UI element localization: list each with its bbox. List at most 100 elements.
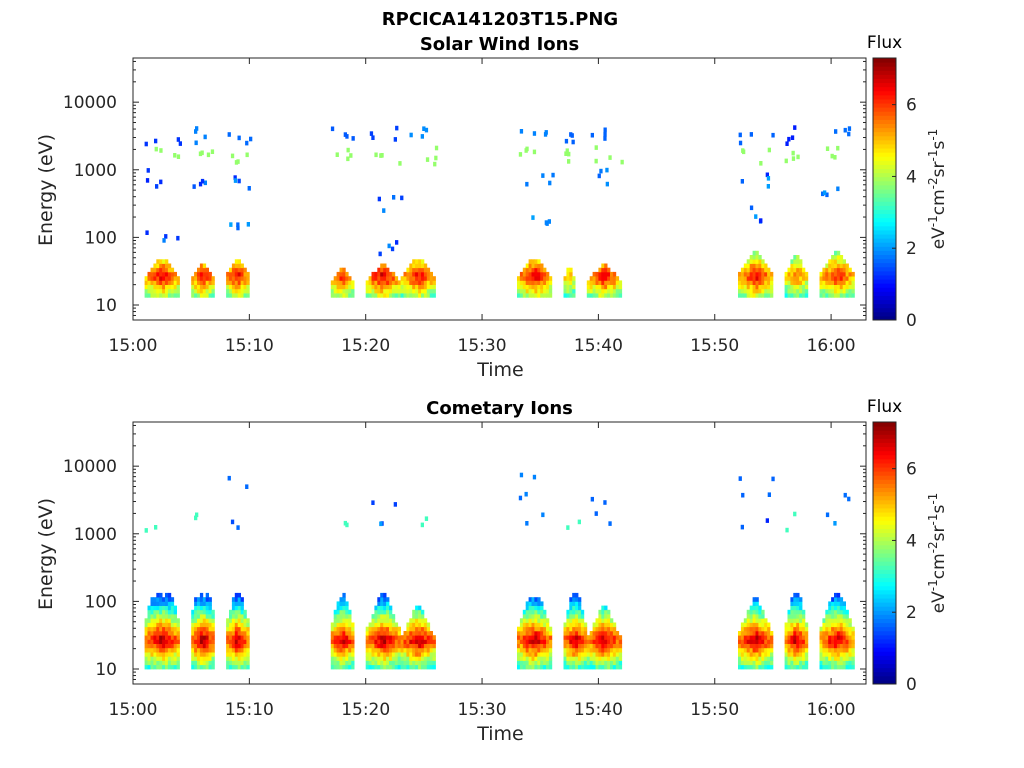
heatmap-cell (226, 271, 230, 277)
colorbar-step (873, 422, 896, 427)
heatmap-cell (575, 609, 579, 615)
colorbar-step (873, 487, 896, 493)
heatmap-cell (194, 293, 198, 298)
colorbar-step (873, 135, 896, 141)
heatmap-cell (412, 618, 416, 623)
heatmap-cell (165, 618, 169, 623)
heatmap-cell (240, 601, 244, 606)
heatmap-cell (796, 664, 800, 670)
heatmap-cell (790, 280, 794, 285)
heatmap-cell (839, 635, 844, 640)
heatmap-cell (348, 288, 352, 294)
heatmap-cell (842, 276, 846, 281)
heatmap-cell (580, 631, 585, 636)
heatmap-cell (784, 660, 788, 666)
heatmap-cell (150, 643, 154, 649)
heatmap-cell (330, 635, 335, 640)
heatmap-cell (534, 267, 538, 273)
colorbar-step (873, 205, 896, 210)
heatmap-cell (147, 284, 151, 290)
heatmap-cell (828, 647, 832, 653)
heatmap-cell (603, 127, 607, 133)
heatmap-cell (752, 664, 756, 670)
heatmap-cell (400, 647, 404, 653)
heatmap-cell (836, 259, 841, 264)
heatmap-cell (421, 635, 425, 640)
heatmap-cell (761, 284, 765, 290)
heatmap-cell (546, 639, 550, 644)
heatmap-cell (380, 664, 384, 670)
heatmap-cell (822, 643, 826, 649)
heatmap-cell (615, 656, 620, 661)
heatmap-cell (237, 280, 241, 285)
heatmap-cell (389, 631, 393, 636)
heatmap-cell (589, 635, 593, 640)
heatmap-cell (429, 664, 433, 670)
heatmap-cell (202, 660, 207, 666)
heatmap-cell (394, 643, 399, 649)
heatmap-cell (612, 271, 617, 277)
heatmap-cell (534, 605, 538, 611)
heatmap-cell (522, 609, 527, 615)
heatmap-cell (740, 288, 745, 294)
heatmap-cell (522, 639, 527, 644)
heatmap-cell (208, 276, 212, 281)
heatmap-cell (339, 276, 343, 281)
heatmap-cell (825, 647, 829, 653)
heatmap-cell (386, 288, 390, 294)
heatmap-cell (380, 605, 384, 611)
colorbar-step (873, 548, 896, 554)
heatmap-cell (234, 626, 239, 632)
heatmap-cell (534, 643, 538, 649)
heatmap-cell (738, 280, 742, 285)
heatmap-cell (429, 656, 433, 661)
heatmap-cell (377, 605, 381, 611)
heatmap-cell (199, 622, 204, 628)
heatmap-cell (153, 263, 157, 269)
heatmap-cell (842, 622, 846, 628)
heatmap-cell (749, 609, 753, 615)
heatmap-cell (234, 259, 239, 264)
heatmap-cell (612, 626, 617, 632)
heatmap-cell (572, 601, 576, 606)
heatmap-cell (159, 148, 163, 153)
heatmap-cell (226, 618, 230, 623)
heatmap-cell (534, 626, 538, 632)
heatmap-cell (793, 276, 797, 281)
heatmap-cell (793, 293, 797, 298)
heatmap-cell (575, 592, 579, 598)
heatmap-cell (234, 293, 239, 298)
heatmap-cell (563, 639, 567, 644)
heatmap-cell (746, 635, 750, 640)
heatmap-cell (147, 609, 151, 615)
heatmap-cell (176, 626, 180, 632)
heatmap-cell (415, 263, 419, 269)
heatmap-cell (519, 622, 524, 628)
heatmap-cell (517, 284, 521, 290)
heatmap-cell (386, 626, 390, 632)
heatmap-cell (615, 643, 620, 649)
heatmap-cell (767, 288, 771, 294)
heatmap-cell (421, 639, 425, 644)
heatmap-cell (839, 605, 844, 611)
heatmap-cell (144, 664, 148, 670)
heatmap-cell (377, 601, 381, 606)
heatmap-cell (348, 631, 352, 636)
heatmap-cell (755, 614, 759, 619)
heatmap-cell (755, 656, 759, 661)
heatmap-cell (393, 137, 397, 142)
heatmap-cell (400, 276, 404, 281)
heatmap-cell (825, 609, 829, 615)
heatmap-cell (767, 656, 771, 661)
heatmap-cell (770, 631, 774, 636)
heatmap-cell (421, 276, 425, 281)
heatmap-cell (746, 284, 750, 290)
heatmap-cell (400, 656, 404, 661)
heatmap-cell (336, 631, 340, 636)
heatmap-cell (787, 293, 791, 298)
heatmap-cell (397, 647, 401, 653)
heatmap-cell (150, 635, 154, 640)
heatmap-cell (790, 622, 794, 628)
heatmap-cell (415, 647, 419, 653)
heatmap-cell (569, 635, 573, 640)
